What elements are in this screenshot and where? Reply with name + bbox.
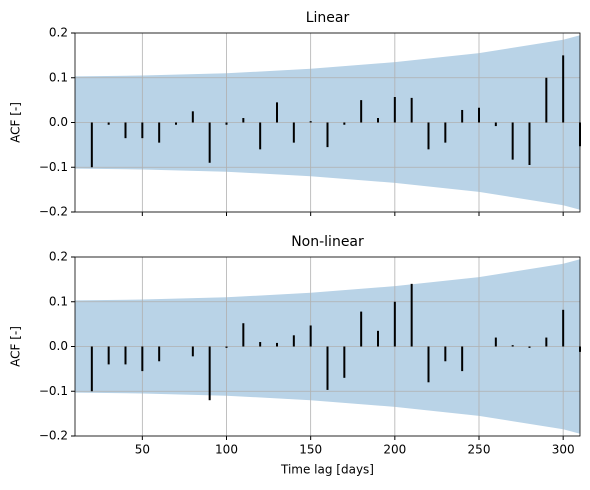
y-tick-label: 0.1 [49, 294, 68, 308]
x-tick-label: 200 [383, 443, 406, 457]
x-tick-label: 100 [215, 443, 238, 457]
y-tick-label: 0.2 [49, 250, 68, 264]
y-tick-label: −0.2 [39, 429, 68, 443]
y-tick-label: 0.1 [49, 70, 68, 84]
x-tick-label: 50 [135, 443, 150, 457]
y-tick-label: −0.1 [39, 384, 68, 398]
x-axis-label: Time lag [days] [280, 463, 374, 477]
axes-frame [74, 256, 581, 437]
y-tick-label: 0.0 [49, 115, 68, 129]
y-tick-label: −0.2 [39, 205, 68, 219]
axes-frame [74, 32, 581, 213]
x-tick-label: 150 [299, 443, 322, 457]
y-tick-label: −0.1 [39, 160, 68, 174]
subplot-title: Linear [306, 10, 350, 26]
y-tick-label: 0.2 [49, 26, 68, 40]
x-tick-label: 250 [468, 443, 491, 457]
x-tick-label: 300 [552, 443, 575, 457]
subplot-title: Non-linear [291, 234, 364, 250]
y-tick-label: 0.0 [49, 339, 68, 353]
y-axis-label: ACF [-] [9, 326, 23, 367]
y-axis-label: ACF [-] [9, 102, 23, 143]
